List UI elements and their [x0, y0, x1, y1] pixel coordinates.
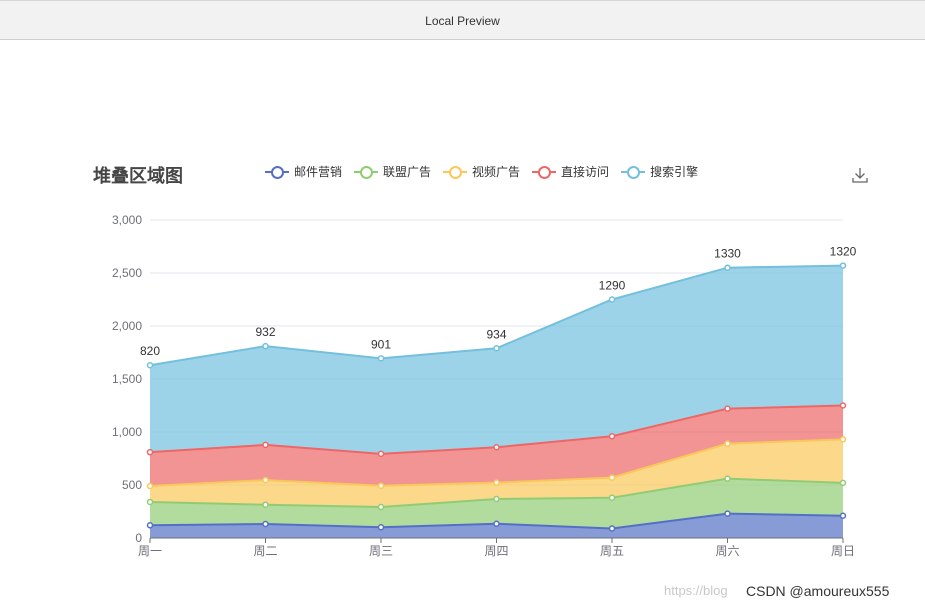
x-tick-label: 周日 [831, 544, 855, 558]
data-label: 934 [486, 327, 506, 341]
data-label: 1320 [830, 245, 857, 259]
y-tick-label: 1,000 [112, 425, 142, 439]
area-3 [150, 405, 843, 487]
data-point [839, 512, 847, 519]
legend-item-3[interactable]: 直接访问 [532, 163, 609, 180]
legend-label: 视频广告 [472, 165, 521, 179]
legend-label: 直接访问 [561, 165, 610, 179]
data-label: 1290 [599, 279, 626, 293]
legend-item-2[interactable]: 视频广告 [443, 163, 520, 180]
data-point [146, 448, 154, 456]
data-point [493, 479, 500, 486]
data-point [262, 441, 269, 449]
data-point [262, 342, 269, 350]
x-tick-label: 周四 [484, 544, 508, 558]
x-tick-label: 周二 [253, 544, 277, 558]
preview-titlebar: Local Preview [0, 0, 925, 40]
x-tick-label: 周一 [138, 544, 162, 558]
data-point [262, 476, 269, 484]
data-label: 932 [255, 325, 275, 339]
data-label: 1330 [714, 247, 741, 261]
legend-item-0[interactable]: 邮件营销 [265, 163, 342, 180]
x-tick-label: 周六 [715, 544, 739, 558]
data-point [608, 432, 616, 440]
data-point [608, 494, 616, 501]
legend-item-1[interactable]: 联盟广告 [354, 163, 431, 180]
y-tick-label: 3,000 [112, 213, 142, 227]
watermark-text: CSDN @amoureux555 [746, 583, 890, 599]
y-tick-label: 2,500 [112, 266, 142, 280]
data-point [146, 498, 154, 506]
data-point [377, 503, 385, 511]
area-2 [150, 439, 843, 508]
legend-marker-icon [265, 165, 289, 179]
x-tick-label: 周五 [600, 544, 624, 558]
data-point [839, 402, 847, 409]
data-point [839, 479, 847, 487]
legend-marker-icon [443, 165, 468, 179]
data-label: 820 [140, 344, 160, 358]
y-tick-label: 1,500 [112, 372, 142, 386]
legend-marker-icon [354, 165, 379, 179]
legend-marker-icon [532, 165, 557, 179]
data-point [377, 450, 385, 458]
data-point [724, 510, 731, 517]
data-point [724, 440, 731, 447]
data-point [608, 525, 616, 532]
download-icon[interactable] [851, 166, 869, 184]
data-point [377, 355, 385, 362]
data-point [262, 520, 269, 528]
data-point [493, 444, 500, 451]
data-point [146, 522, 154, 529]
legend-item-4[interactable]: 搜索引擎 [621, 163, 698, 180]
data-point [724, 405, 731, 412]
data-point [608, 296, 616, 303]
chart-title: 堆叠区域图 [93, 166, 183, 187]
data-point [262, 501, 269, 508]
area-4 [150, 265, 843, 454]
data-point [724, 475, 731, 482]
data-point [608, 474, 616, 481]
data-point [724, 264, 731, 271]
window-title: Local Preview [425, 14, 500, 28]
area-1 [150, 478, 843, 529]
legend-marker-icon [621, 165, 646, 179]
x-tick-label: 周三 [369, 544, 393, 558]
data-point [146, 361, 154, 369]
data-point [493, 495, 500, 503]
watermark-url: https://blog [664, 583, 728, 598]
data-point [377, 524, 385, 531]
data-point [377, 482, 385, 489]
y-tick-label: 500 [122, 478, 142, 492]
chart-legend: 邮件营销 联盟广告 视频广告 直接访问 搜索引擎 [265, 163, 698, 180]
y-tick-label: 0 [135, 531, 142, 545]
data-point [493, 345, 500, 352]
data-point [839, 262, 847, 269]
y-tick-label: 2,000 [112, 319, 142, 333]
data-point [493, 520, 500, 528]
data-label: 901 [371, 337, 391, 351]
legend-label: 邮件营销 [294, 165, 343, 179]
legend-label: 联盟广告 [383, 165, 432, 179]
legend-label: 搜索引擎 [650, 165, 699, 179]
data-point [839, 436, 847, 443]
data-point [146, 482, 154, 490]
